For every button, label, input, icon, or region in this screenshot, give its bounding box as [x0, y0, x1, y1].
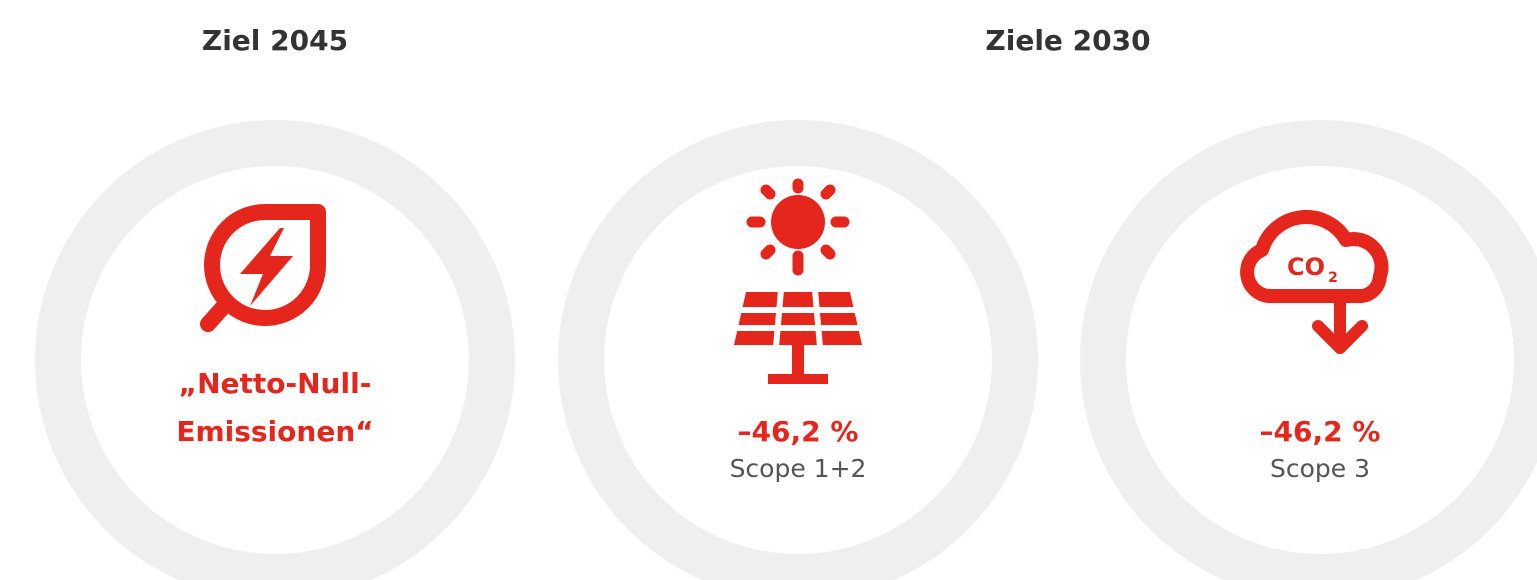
icon-text: 2 — [1328, 270, 1338, 286]
co2-cloud-icon: CO 2 — [1240, 210, 1389, 354]
target-value: –46,2 % — [1260, 415, 1381, 448]
ring — [35, 120, 515, 580]
icon-text: CO — [1287, 253, 1325, 281]
section-header: Ziele 2030 — [985, 24, 1150, 57]
target-caption: Scope 3 — [1270, 454, 1370, 483]
ring — [1080, 120, 1537, 580]
goal-label: „Netto-Null- — [179, 367, 372, 400]
target-value: –46,2 % — [738, 415, 859, 448]
ring — [558, 120, 1038, 580]
target-caption: Scope 1+2 — [730, 454, 867, 483]
solar-icon — [730, 178, 866, 384]
goal-label: Emissionen“ — [176, 415, 373, 448]
energy-leaf-icon — [200, 204, 326, 332]
section-header: Ziel 2045 — [202, 24, 348, 57]
